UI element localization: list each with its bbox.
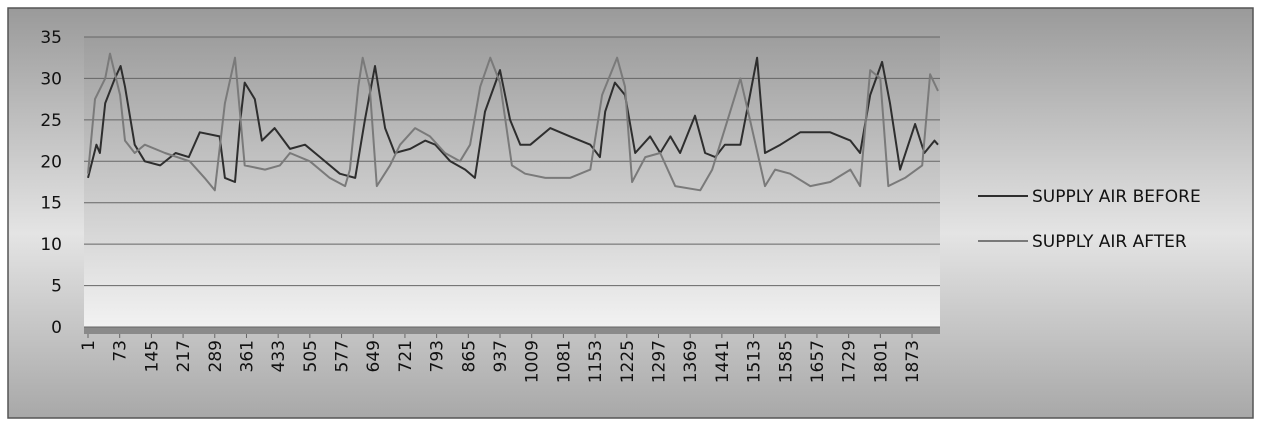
y-tick-label: 5	[51, 277, 62, 297]
legend-label: SUPPLY AIR BEFORE	[1032, 187, 1201, 207]
x-tick-label: 1513	[745, 340, 765, 383]
x-tick-label: 217	[174, 340, 194, 372]
x-tick-label: 577	[333, 340, 353, 372]
y-tick-label: 25	[40, 111, 62, 131]
y-tick-label: 10	[40, 235, 62, 255]
x-tick-label: 1657	[808, 340, 828, 383]
y-tick-label: 0	[51, 318, 62, 338]
x-tick-label: 1801	[871, 340, 891, 383]
x-tick-label: 1441	[713, 340, 733, 383]
x-tick-label: 73	[111, 340, 131, 362]
x-tick-label: 865	[459, 340, 479, 372]
y-tick-label: 35	[40, 28, 62, 48]
x-tick-label: 1729	[840, 340, 860, 383]
series-line	[87, 56, 939, 183]
x-tick-label: 1225	[618, 340, 638, 383]
x-tick-label: 1009	[523, 340, 543, 383]
x-tick-label: 361	[237, 340, 257, 372]
x-tick-label: 289	[206, 340, 226, 372]
plot-area	[84, 37, 940, 327]
y-tick-label: 30	[40, 69, 62, 89]
x-tick-label: 649	[364, 340, 384, 372]
x-tick-label: 1153	[586, 340, 606, 383]
x-tick-label: 1297	[649, 340, 669, 383]
x-tick-label: 505	[301, 340, 321, 372]
x-tick-label: 1873	[903, 340, 923, 383]
y-tick-label: 20	[40, 152, 62, 172]
x-tick-label: 1081	[554, 340, 574, 383]
x-tick-label: 145	[142, 340, 162, 372]
x-tick-label: 1369	[681, 340, 701, 383]
legend-label: SUPPLY AIR AFTER	[1032, 232, 1187, 252]
x-tick-label: 937	[491, 340, 511, 372]
x-tick-label: 793	[428, 340, 448, 372]
series-line	[87, 52, 939, 192]
x-tick-label: 1585	[776, 340, 796, 383]
plot-floor	[84, 327, 940, 334]
y-tick-label: 15	[40, 194, 62, 214]
x-tick-label: 721	[396, 340, 416, 372]
x-tick-label: 1	[79, 340, 99, 351]
x-tick-label: 433	[269, 340, 289, 372]
